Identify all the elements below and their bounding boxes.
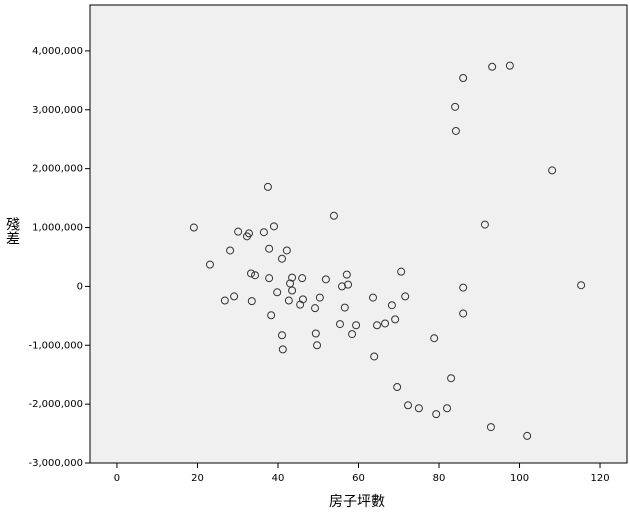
x-tick-label: 40: [272, 473, 285, 484]
y-axis-label: 殘差: [4, 216, 20, 245]
point: [321, 275, 330, 284]
x-tick-label: 60: [352, 473, 365, 484]
point: [311, 304, 320, 313]
point: [430, 334, 439, 343]
x-axis-label: 房子坪數: [329, 494, 385, 510]
point: [273, 288, 282, 297]
point: [480, 220, 489, 229]
point: [278, 345, 287, 354]
plot-area: [89, 4, 628, 464]
point: [451, 102, 460, 111]
point: [329, 211, 338, 220]
point: [397, 267, 406, 276]
point: [505, 61, 514, 70]
point: [245, 229, 254, 238]
point: [311, 329, 320, 338]
point: [278, 254, 287, 263]
point: [488, 62, 497, 71]
point: [381, 319, 390, 328]
point: [230, 292, 239, 301]
x-tick-label: 80: [433, 473, 446, 484]
point: [447, 374, 456, 383]
point: [342, 270, 351, 279]
point: [352, 321, 361, 330]
point: [259, 228, 268, 237]
point: [401, 292, 410, 301]
point: [265, 274, 274, 283]
point: [370, 352, 379, 361]
x-tick-label: 0: [114, 473, 120, 484]
point: [348, 330, 357, 339]
y-tick-label: -1,000,000: [28, 340, 83, 351]
point: [315, 293, 324, 302]
point: [387, 301, 396, 310]
point: [288, 286, 297, 295]
point: [205, 260, 214, 269]
point: [234, 227, 243, 236]
point: [278, 331, 287, 340]
point: [451, 126, 460, 135]
y-tick-label: 3,000,000: [32, 105, 83, 116]
point: [391, 315, 400, 324]
point: [337, 282, 346, 291]
point: [368, 293, 377, 302]
point: [414, 404, 423, 413]
point: [265, 244, 274, 253]
point: [284, 296, 293, 305]
point: [373, 321, 382, 330]
point: [523, 431, 532, 440]
point: [404, 401, 413, 410]
point: [313, 341, 322, 350]
point: [443, 404, 452, 413]
point: [298, 295, 307, 304]
point: [267, 311, 276, 320]
point: [340, 303, 349, 312]
point: [393, 383, 402, 392]
point: [344, 280, 353, 289]
point: [298, 274, 307, 283]
point: [432, 410, 441, 419]
point: [247, 269, 256, 278]
y-tick-label: 4,000,000: [32, 46, 83, 57]
point: [263, 182, 272, 191]
y-tick-label: -2,000,000: [28, 399, 83, 410]
x-tick-label: 100: [510, 473, 529, 484]
point: [577, 281, 586, 290]
point: [251, 271, 260, 280]
point: [459, 309, 468, 318]
point: [220, 296, 229, 305]
x-tick-label: 120: [590, 473, 609, 484]
y-tick-label: -3,000,000: [28, 458, 83, 469]
point: [282, 246, 291, 255]
point: [286, 279, 295, 288]
y-tick-label: 1,000,000: [32, 223, 83, 234]
point: [548, 166, 557, 175]
point: [288, 273, 297, 282]
point: [486, 423, 495, 432]
x-tick-label: 20: [191, 473, 204, 484]
y-tick-label: 0: [77, 281, 83, 292]
point: [226, 246, 235, 255]
point: [269, 222, 278, 231]
y-tick-label: 2,000,000: [32, 164, 83, 175]
point: [459, 283, 468, 292]
point: [459, 73, 468, 82]
point: [335, 320, 344, 329]
point: [189, 223, 198, 232]
point: [247, 297, 256, 306]
